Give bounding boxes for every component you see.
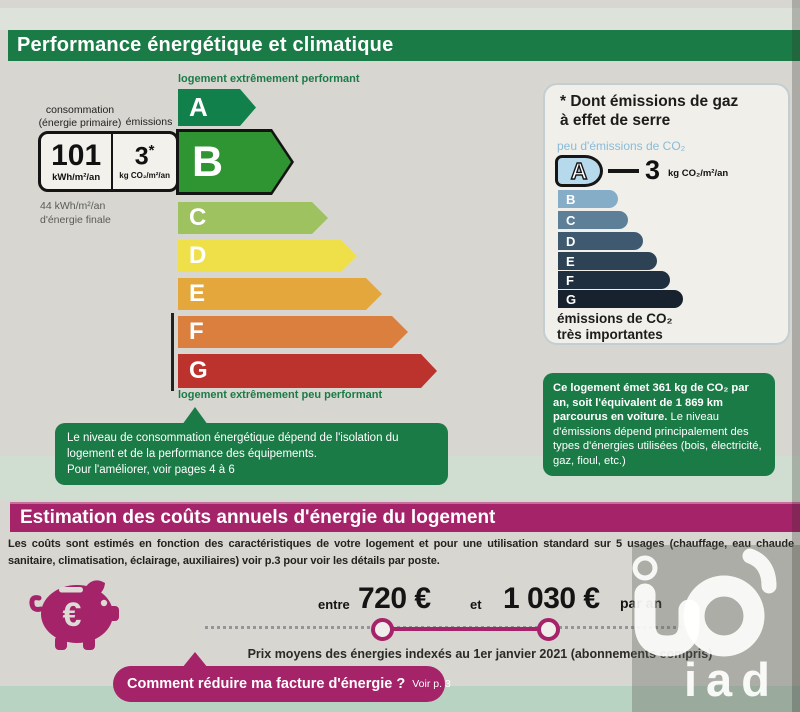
- energy-grade-bar-f: F: [178, 316, 408, 348]
- co2-note-regular: Le niveau d'émissions dépend principalem…: [553, 411, 762, 467]
- speech-bubble-tail: [182, 407, 208, 425]
- scale-top-label: logement extrêmement performant: [178, 73, 360, 85]
- co2-grade-bar-c: C: [558, 211, 628, 229]
- iad-brand-text: iad: [684, 653, 779, 706]
- section-title-costs: Estimation des coûts annuels d'énergie d…: [20, 507, 496, 528]
- energy-grade-bar-b-current: B: [176, 129, 294, 195]
- co2-low-label: peu d'émissions de CO₂: [557, 139, 686, 153]
- energy-grade-bar-d: D: [178, 240, 357, 272]
- energy-grade-bar-e: E: [178, 278, 382, 310]
- co2-grade-bar-f: F: [558, 271, 670, 289]
- fg-grades-marker-line: [171, 313, 174, 391]
- emissions-value-cell: 3* kg CO₂/m²/an: [111, 134, 176, 189]
- co2-note-bold: Ce logement émet 361 kg de CO₂ par an, s…: [553, 382, 749, 424]
- emissions-star: *: [148, 142, 155, 160]
- emissions-column-label: émissions: [125, 116, 173, 128]
- co2-panel-title: * Dont émissions de gaz à effet de serre: [560, 93, 739, 130]
- cost-range-knob-max: [537, 618, 560, 641]
- price-index-note: Prix moyens des énergies indexés au 1er …: [247, 647, 713, 661]
- costs-description: Les coûts sont estimés en fonction des c…: [8, 538, 794, 567]
- tip-bubble: Comment réduire ma facture d'énergie ? V…: [113, 666, 451, 702]
- co2-value-unit: kg CO₂/m²/an: [668, 168, 729, 179]
- background-band-top: [0, 8, 800, 30]
- consumption-unit: kWh/m²/an: [52, 171, 101, 183]
- section-title-energy: Performance énergétique et climatique: [17, 34, 394, 56]
- cost-range-knob-min: [371, 618, 394, 641]
- co2-grade-bar-g: G: [558, 290, 683, 308]
- grade-letter: G: [189, 357, 208, 384]
- cost-range-prefix: entre: [318, 597, 350, 612]
- cost-min-value: 720 €: [358, 582, 431, 615]
- co2-grade-bar-b: B: [558, 190, 618, 208]
- grade-letter: F: [189, 318, 204, 345]
- piggy-bank-icon: €: [25, 570, 125, 655]
- tip-question: Comment réduire ma facture d'énergie ?: [127, 675, 406, 692]
- energy-grade-bar-c: C: [178, 202, 328, 234]
- section-header-costs: Estimation des coûts annuels d'énergie d…: [10, 502, 800, 532]
- consumption-note-bubble: Le niveau de consommation énergétique dé…: [55, 423, 448, 486]
- energy-value-box: 101 kWh/m²/an 3* kg CO₂/m²/an: [38, 131, 179, 192]
- tip-reference: Voir p. 3: [412, 677, 451, 690]
- cost-range-fill: [382, 627, 548, 631]
- grade-letter-current: B: [192, 137, 224, 186]
- co2-grade-bar-e: E: [558, 252, 657, 270]
- co2-value-connector: [608, 169, 639, 173]
- grade-letter: D: [189, 242, 207, 269]
- co2-high-label: émissions de CO₂ très importantes: [557, 311, 673, 343]
- iad-logo-icon: [612, 546, 800, 666]
- photo-edge-shadow: [792, 0, 800, 712]
- grade-letter: A: [189, 92, 208, 122]
- co2-grade-bar-a-current: A: [555, 155, 603, 187]
- co2-grade-letter-current: A: [570, 157, 588, 184]
- co2-grade-bar-d: D: [558, 232, 643, 250]
- euro-symbol: €: [63, 596, 82, 634]
- consumption-column-label: consommation (énergie primaire): [38, 104, 122, 130]
- grade-letter: E: [189, 280, 206, 307]
- energy-grade-bar-a: A: [178, 89, 256, 126]
- grade-letter: C: [189, 204, 207, 231]
- consumption-note-more: Pour l'améliorer, voir pages 4 à 6: [67, 464, 235, 477]
- tip-bubble-tail: [182, 652, 208, 668]
- consumption-value-cell: 101 kWh/m²/an: [41, 134, 111, 189]
- emissions-value: 3*: [134, 142, 155, 171]
- co2-value: 3: [645, 155, 661, 185]
- consumption-note-text: Le niveau de consommation énergétique dé…: [67, 432, 399, 461]
- energy-grade-bar-g: G: [178, 354, 437, 388]
- section-header-energy: Performance énergétique et climatique: [8, 30, 800, 61]
- consumption-value: 101: [51, 138, 102, 172]
- scale-bottom-label: logement extrêmement peu performant: [178, 389, 383, 401]
- emissions-unit: kg CO₂/m²/an: [119, 170, 170, 180]
- cost-max-value: 1 030 €: [503, 582, 600, 615]
- co2-note-box: Ce logement émet 361 kg de CO₂ par an, s…: [543, 373, 775, 477]
- final-energy-note: 44 kWh/m²/an d'énergie finale: [40, 200, 111, 227]
- cost-range-conjunction: et: [470, 597, 482, 612]
